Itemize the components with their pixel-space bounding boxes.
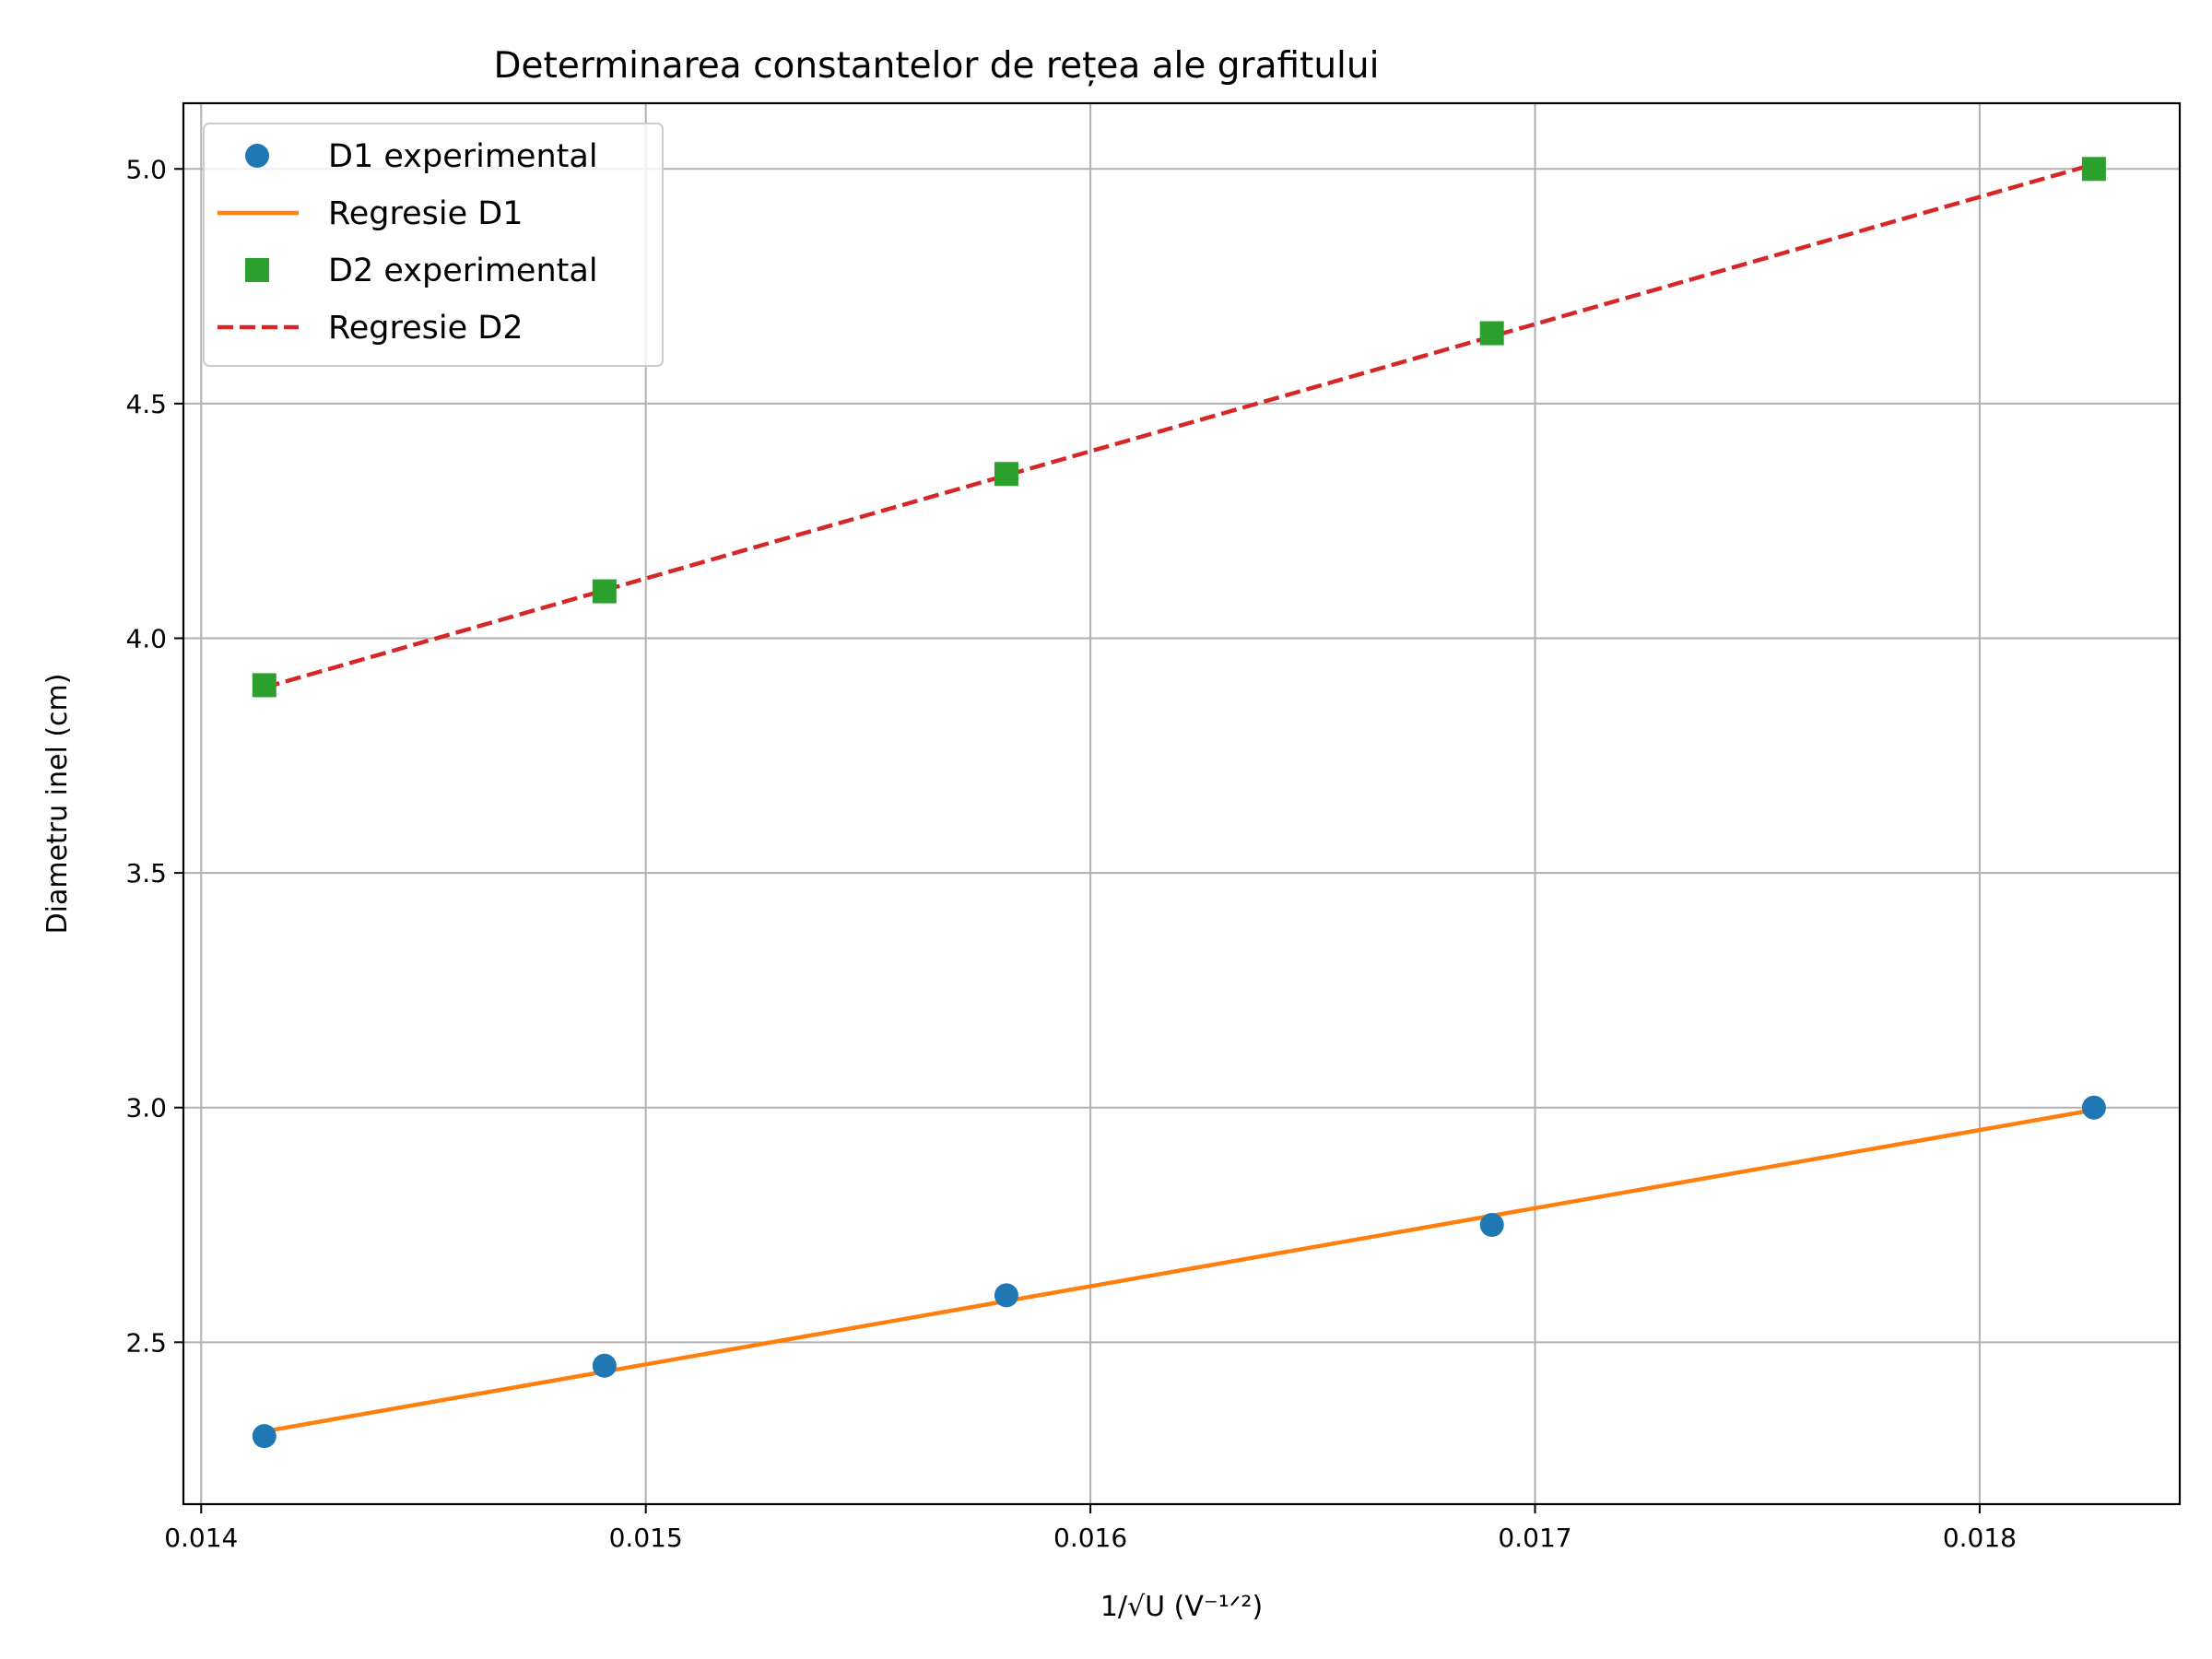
data-point-circle (2081, 1095, 2106, 1120)
y-tick-label: 2.5 (125, 1327, 167, 1358)
grid (183, 103, 2180, 1504)
legend-label: Regresie D1 (328, 195, 524, 232)
x-tick-label: 0.016 (1053, 1523, 1127, 1553)
y-axis-label: Diametru inel (cm) (41, 674, 74, 935)
y-tick-label: 5.0 (125, 154, 167, 184)
y-axis: 2.5 3.0 3.5 4.0 4.5 5.0 (125, 154, 183, 1358)
axes-frame (182, 101, 2182, 1506)
y-tick-label: 4.0 (125, 624, 167, 654)
data-point-square (592, 579, 617, 604)
data-point-circle (1479, 1213, 1504, 1238)
data-point-circle (994, 1283, 1018, 1308)
series-line (264, 1108, 2095, 1434)
y-tick-label: 3.5 (125, 858, 167, 888)
data-point-square (1479, 321, 1504, 346)
legend-marker-square (245, 258, 269, 282)
x-tick-label: 0.014 (164, 1523, 238, 1553)
data-point-circle (252, 1424, 276, 1449)
plot-area (252, 157, 2106, 1449)
data-point-circle (592, 1353, 617, 1378)
chart-title: Determinarea constantelor de rețea ale g… (494, 45, 1380, 87)
legend-label: D2 experimental (328, 253, 598, 289)
x-tick-label: 0.015 (609, 1523, 683, 1553)
legend-label: Regresie D2 (328, 310, 524, 347)
y-tick-label: 3.0 (125, 1093, 167, 1124)
x-tick-label: 0.017 (1498, 1523, 1571, 1553)
series-line (264, 162, 2095, 690)
legend-label: D1 experimental (328, 138, 598, 175)
y-tick-label: 4.5 (125, 389, 167, 419)
x-tick-label: 0.018 (1943, 1523, 2017, 1553)
legend: D1 experimental Regresie D1 D2 experimenta… (203, 123, 664, 367)
legend-box (203, 123, 664, 367)
data-point-square (994, 462, 1018, 487)
x-axis-label: 1/√U (V⁻¹ᐟ²) (1100, 1591, 1263, 1623)
data-point-square (252, 673, 276, 698)
x-axis: 0.014 0.015 0.016 0.017 0.018 (164, 1504, 2017, 1553)
data-point-square (2081, 157, 2106, 182)
legend-marker-circle (245, 144, 269, 168)
